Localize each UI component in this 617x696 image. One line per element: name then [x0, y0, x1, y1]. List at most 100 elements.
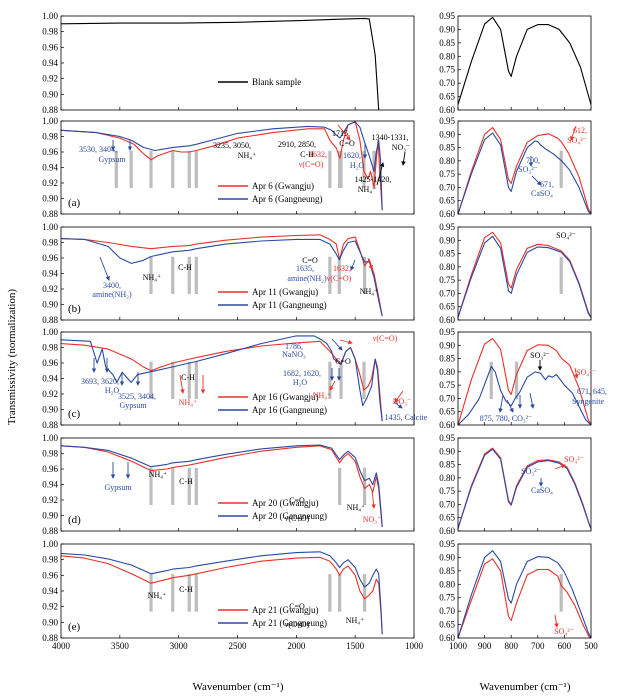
y-tick-label: 0.60	[439, 633, 455, 643]
legend-entry: Blank sample	[252, 77, 301, 87]
annotation-label: 1632,	[309, 150, 327, 159]
series-line-d-left-1	[60, 444, 383, 528]
annotation-label: H₂O	[293, 378, 308, 387]
plot-frame-b-left	[60, 226, 415, 321]
y-tick-label: 0.90	[439, 552, 455, 562]
y-tick-label: 0.96	[42, 42, 58, 52]
annotation-arrow	[554, 614, 559, 628]
annotation-label: NH₄⁺	[143, 273, 162, 282]
y-tick-label: 0.60	[439, 209, 455, 219]
annotation-arrow	[331, 338, 343, 351]
marker-band-3050	[171, 361, 175, 399]
y-tick-label: 0.95	[439, 327, 455, 337]
annotation-arrow	[394, 390, 404, 403]
annotation-label: H₂O	[105, 386, 120, 395]
annotation-label: SO₄²⁻	[564, 455, 584, 464]
series-line-blank-right-0	[457, 16, 592, 105]
annotation-arrow	[179, 374, 185, 394]
y-tick-label: 0.98	[42, 449, 58, 459]
chart-c-right: 0.95 0.90 0.85 0.80 0.75 0.70 0.65 0.60	[439, 327, 592, 430]
y-tick-label: 0.94	[42, 163, 58, 173]
annotation-label: C-H	[178, 263, 192, 272]
annotation-label: 2910, 2850,	[278, 140, 316, 149]
annotation-label: NH₄⁺	[148, 591, 167, 600]
x-tick-label: 500	[584, 641, 598, 651]
legend-entry: Apr 20 (Gwangju)	[252, 498, 319, 508]
plot-frame-b-right	[457, 226, 592, 321]
y-tick-label: 0.90	[42, 300, 58, 310]
legend-entry: Apr 11 (Gangneung)	[252, 300, 327, 310]
series-line-b-left-1	[60, 238, 383, 317]
annotation-label: 1715,	[332, 129, 350, 138]
y-tick-label: 0.90	[42, 617, 58, 627]
marker-band-1632	[338, 574, 342, 612]
annotation-arrow	[376, 162, 385, 186]
y-tick-label: 0.90	[439, 340, 455, 350]
series-line-b-left-0	[60, 234, 383, 317]
annotation-arrow	[329, 380, 336, 391]
y-tick-label: 0.70	[439, 288, 455, 298]
annotation-label: 1620,	[343, 151, 361, 160]
y-tick-label: 1.00	[42, 433, 58, 443]
annotation-arrow	[339, 339, 353, 345]
y-tick-label: 0.75	[439, 65, 455, 75]
x-tick-label: 800	[504, 641, 518, 651]
y-tick-label: 0.94	[42, 586, 58, 596]
annotation-label: NO₃⁻	[392, 143, 411, 152]
series-line-a-left-1	[60, 121, 383, 211]
annotation-label: 3400,	[103, 281, 121, 290]
annotation-label: C-H	[179, 477, 193, 486]
panel-label: (b)	[68, 303, 81, 315]
marker-band-612	[559, 150, 563, 188]
marker-band-2910	[187, 467, 191, 505]
annotation-label: NH₄⁺	[179, 398, 198, 407]
y-tick-label: 0.70	[439, 499, 455, 509]
marker-band-1715	[328, 256, 332, 294]
legend-entry: Apr 16 (Gangneung)	[252, 405, 327, 415]
marker-band-3235	[149, 361, 153, 399]
y-tick-label: 0.98	[42, 132, 58, 142]
y-tick-label: 1.00	[42, 539, 58, 549]
y-tick-label: 0.95	[439, 539, 455, 549]
annotation-arrow	[337, 124, 351, 141]
annotation-label: NO₃⁻	[363, 515, 382, 524]
legend-entry: Apr 16 (Gwangju)	[252, 392, 319, 402]
marker-band-2850	[194, 361, 198, 399]
marker-band-2910	[187, 361, 191, 399]
annotation-arrow	[531, 175, 542, 186]
marker-band-3235	[149, 150, 153, 188]
y-tick-label: 0.92	[42, 495, 58, 505]
y-tick-label: 0.85	[439, 38, 455, 48]
y-tick-label: 0.70	[439, 606, 455, 616]
annotation-arrow	[371, 489, 376, 509]
annotation-label: 1682, 1620,	[283, 369, 321, 378]
annotation-label: NO₃⁻	[393, 397, 412, 406]
annotation-label: 1632,	[333, 264, 351, 273]
y-tick-label: 0.85	[439, 460, 455, 470]
annotation-label: amine(NH₂)	[287, 274, 327, 283]
legend-entry: Apr 21 (Gangneung)	[252, 618, 327, 628]
y-tick-label: 0.96	[42, 570, 58, 580]
series-line-b-right-0	[457, 231, 592, 318]
annotation-arrow	[498, 394, 504, 413]
y-tick-label: 0.60	[439, 315, 455, 325]
y-tick-label: 0.90	[439, 129, 455, 139]
annotation-arrow	[554, 464, 566, 470]
y-tick-label: 0.70	[439, 78, 455, 88]
marker-band-1425	[362, 361, 366, 399]
series-line-e-left-1	[60, 551, 383, 635]
marker-band-3050	[171, 150, 175, 188]
y-tick-label: 0.90	[439, 24, 455, 34]
annotation-label: C-H	[181, 373, 195, 382]
annotation-label: 1786,	[285, 342, 303, 351]
y-tick-label: 0.88	[42, 105, 58, 115]
y-tick-label: 1.00	[42, 11, 58, 21]
x-tick-label: 1000	[405, 641, 424, 651]
y-tick-label: 0.95	[439, 11, 455, 21]
y-tick-label: 0.80	[439, 156, 455, 166]
chart-a-right: 0.95 0.90 0.85 0.80 0.75 0.70 0.65 0.60	[439, 116, 592, 219]
y-tick-label: 0.75	[439, 486, 455, 496]
annotation-arrow	[506, 399, 514, 413]
chart-blank-left: 1.00 0.98 0.96 0.94 0.92 0.90 0.88	[42, 11, 415, 115]
